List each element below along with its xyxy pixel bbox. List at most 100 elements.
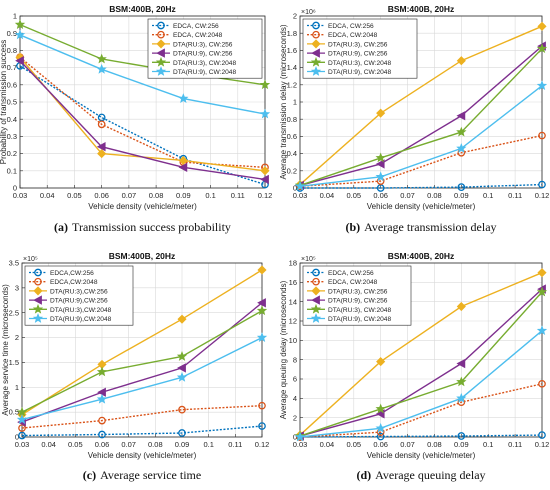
legend-marker [310,66,322,76]
series-line [299,383,543,438]
legend-marker [311,286,321,296]
series-5 [16,332,268,424]
data-point [176,351,188,361]
series-5 [14,29,271,119]
data-point [457,432,466,440]
x-tick-label: 0.07 [122,191,137,200]
data-point [538,180,546,189]
data-point [456,392,467,403]
legend-label: DTA(RU:9), CW:256 [328,51,388,58]
legend-label: DTA(RU:3), CW:2048 [328,307,391,314]
y-axis-label: Average service time (microseconds) [1,284,10,416]
legend-label: EDCA, CW:256 [328,23,374,30]
data-point [376,432,385,441]
data-point [96,393,108,404]
data-point [178,405,186,414]
y-tick-label: 0.6 [7,80,17,89]
y-tick-label: 8 [293,355,297,364]
caption-letter: (a) [54,220,68,234]
y-tick-label: 0 [13,184,17,193]
y-tick-label: 16 [289,278,297,287]
data-point [256,332,268,342]
caption-letter: (d) [356,468,371,482]
chart-panel-d: 0.03 0.04 0.05 0.06 0.07 0.08 0.09 0.1 0.11 0.12 0… [279,251,549,482]
data-point [178,93,189,103]
y-tick-label: 2 [293,12,297,21]
y-tick-label: 0.8 [7,46,17,55]
series-1 [18,401,266,432]
axes-frame [21,262,263,438]
legend-marker [157,30,165,39]
data-point [259,79,271,90]
x-tick-label: 0.04 [320,440,335,449]
x-tick-label: 0.05 [346,191,361,200]
legend-marker [311,295,320,305]
x-axis-label: Vehicle density (vehicle/meter) [367,451,476,460]
data-point [178,155,188,166]
series-line [299,330,543,438]
y-axis-label: Average queuing delay (microseconds) [279,280,288,419]
x-tick-label: 0.06 [373,191,388,200]
data-point [536,286,548,297]
data-point [376,357,386,367]
chart-panel-a: 0.03 0.04 0.05 0.06 0.07 0.08 0.09 0.1 0.11 0.120… [0,4,272,234]
data-point [14,19,26,29]
x-axis-label: Vehicle density (vehicle/meter) [88,451,197,460]
caption-text: Transmission success probability [72,220,231,234]
data-point [456,376,467,387]
data-point [375,152,386,163]
data-point [538,131,546,140]
chart-panel-b: 0.03 0.04 0.05 0.06 0.07 0.08 0.09 0.1 0.11 0.12 0… [279,4,549,234]
series-line [299,48,543,187]
y-tick-label: 1 [293,98,297,107]
y-tick-label: 3 [15,283,19,292]
y-tick-label: 0.8 [287,115,297,124]
x-tick-label: 0.09 [454,191,469,200]
x-tick-label: 0.03 [13,191,28,200]
x-tick-label: 0.12 [258,191,273,200]
data-point [259,108,271,119]
legend-label: DTA(RU:3), CW:256 [328,288,388,295]
legend-label: EDCA, CW:256 [328,270,374,277]
legend-marker [312,30,320,39]
y-tick-label: 0.4 [287,149,297,158]
y-scale-label: ×10⁵ [23,256,38,263]
legend-marker [310,303,322,314]
legend-marker [311,48,320,58]
legend-marker [33,295,42,305]
data-point [257,298,266,308]
caption-letter: (c) [83,468,96,482]
axes-frame [19,15,266,189]
legend-marker [32,313,44,323]
legend-label: DTA(RU:9),CW:256 [50,298,108,305]
legend: EDCA, CW:256 EDCA, CW:2048 DTA(RU:3), CW:2… [147,18,263,79]
y-tick-label: 4 [293,394,297,403]
y-tick-label: 0.6 [287,132,297,141]
y-tick-label: 1.8 [287,29,297,38]
x-tick-label: 0.08 [148,440,163,449]
y-tick-label: 0.2 [7,149,17,158]
x-tick-label: 0.08 [427,440,442,449]
data-point [15,56,24,66]
x-tick-label: 0.06 [95,440,110,449]
data-point [456,358,466,369]
data-point [260,174,269,185]
y-axis-label: Probability of transmission success [0,40,8,165]
y-tick-label: 0.5 [7,98,17,107]
legend-label: EDCA,CW:2048 [50,279,98,286]
x-tick-label: 0.04 [41,440,56,449]
y-tick-label: 3.5 [9,259,19,268]
data-point [456,111,466,121]
data-point [260,166,270,176]
x-tick-label: 0.07 [121,440,136,449]
x-tick-label: 0.11 [228,440,242,449]
y-tick-label: 2 [15,333,19,342]
legend-label: DTA(RU:9), CW:2048 [173,69,236,76]
figure-caption: (d) Average queuing delay [356,468,485,482]
data-point [375,422,386,433]
series-line [19,60,266,181]
data-point [536,325,548,336]
data-point [456,126,467,137]
legend-marker [155,56,167,67]
x-tick-label: 0.05 [346,440,361,449]
